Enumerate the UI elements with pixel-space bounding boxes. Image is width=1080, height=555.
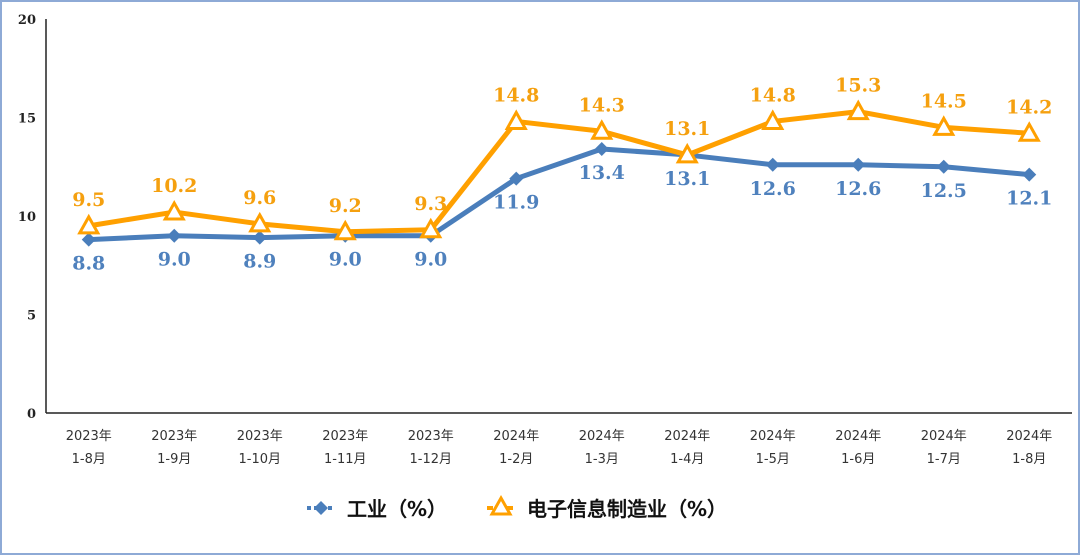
x-tick-label: 1-10月	[238, 452, 281, 467]
data-point-0	[1022, 167, 1037, 182]
x-tick-label: 2023年	[237, 429, 283, 444]
x-tick-label: 2023年	[151, 429, 197, 444]
data-label-1: 14.5	[921, 90, 967, 112]
data-point-1	[932, 115, 956, 136]
y-tick-label: 5	[27, 309, 36, 324]
data-label-1: 10.2	[151, 175, 197, 197]
series-line-0	[88, 146, 1030, 243]
x-tick-label: 2023年	[322, 429, 368, 444]
data-point-1	[761, 109, 785, 130]
data-point-1	[77, 213, 101, 235]
data-label-0: 12.6	[835, 178, 881, 200]
x-tick-label: 2023年	[408, 429, 454, 444]
data-label-0: 13.1	[664, 168, 710, 190]
data-point-0	[594, 142, 609, 157]
y-tick-label: 20	[18, 13, 36, 28]
x-tick-label: 1-9月	[157, 452, 191, 467]
data-label-1: 14.2	[1006, 96, 1052, 118]
data-point-0	[167, 228, 182, 243]
data-point-1	[675, 142, 699, 164]
x-tick-label: 1-8月	[72, 452, 106, 467]
data-point-1	[162, 200, 186, 221]
x-tick-label: 2024年	[493, 429, 539, 444]
x-tick-label: 1-6月	[841, 452, 875, 467]
x-tick-label: 1-3月	[585, 452, 619, 467]
x-tick-label: 2024年	[835, 429, 881, 444]
data-point-0	[252, 230, 267, 245]
x-tick-label: 2024年	[750, 429, 796, 444]
x-tick-label: 1-5月	[756, 452, 790, 467]
data-label-0: 8.9	[243, 251, 276, 273]
x-tick-label: 2024年	[579, 429, 625, 444]
data-label-1: 14.8	[750, 84, 796, 106]
data-label-0: 9.0	[329, 249, 362, 271]
x-tick-label: 1-7月	[927, 452, 961, 467]
data-label-1: 14.8	[493, 84, 539, 106]
data-point-1	[1017, 121, 1041, 142]
legend-label-1: 电子信息制造业（%）	[527, 497, 727, 521]
x-tick-label: 2023年	[66, 429, 112, 444]
data-label-0: 9.0	[158, 249, 191, 271]
x-tick-label: 1-12月	[409, 452, 452, 467]
data-label-1: 9.3	[414, 193, 447, 215]
data-label-0: 13.4	[579, 162, 625, 184]
data-label-1: 9.6	[243, 187, 276, 209]
data-point-0	[509, 171, 524, 186]
data-label-1: 15.3	[835, 75, 881, 97]
x-tick-label: 2024年	[664, 429, 710, 444]
data-point-1	[419, 217, 443, 239]
y-tick-label: 0	[27, 407, 36, 422]
data-label-0: 12.5	[921, 180, 967, 202]
data-label-1: 13.1	[664, 118, 710, 140]
x-tick-label: 1-11月	[324, 452, 367, 467]
data-point-1	[846, 99, 870, 121]
data-point-1	[590, 119, 614, 140]
legend-marker-1	[489, 494, 513, 516]
data-point-0	[81, 232, 96, 247]
data-label-1: 14.3	[579, 94, 625, 116]
data-label-0: 8.8	[72, 253, 105, 275]
data-point-1	[248, 211, 272, 233]
data-label-0: 12.1	[1006, 188, 1052, 210]
data-label-1: 9.5	[72, 189, 105, 211]
legend-label-0: 工业（%）	[347, 497, 447, 521]
x-tick-label: 1-2月	[499, 452, 533, 467]
legend-marker-0	[314, 501, 328, 515]
data-label-0: 12.6	[750, 178, 796, 200]
data-point-1	[333, 219, 357, 241]
data-point-0	[765, 157, 780, 172]
data-point-1	[504, 109, 528, 130]
data-label-0: 11.9	[493, 192, 539, 214]
data-label-0: 9.0	[414, 249, 447, 271]
data-point-0	[851, 157, 866, 172]
series-line-1	[88, 109, 1030, 235]
x-tick-label: 1-4月	[670, 452, 704, 467]
data-point-0	[936, 159, 951, 174]
data-label-1: 9.2	[329, 195, 362, 217]
x-tick-label: 2024年	[921, 429, 967, 444]
y-tick-label: 10	[18, 210, 36, 225]
x-tick-label: 1-8月	[1012, 452, 1046, 467]
y-tick-label: 15	[18, 112, 36, 127]
x-tick-label: 2024年	[1006, 429, 1052, 444]
